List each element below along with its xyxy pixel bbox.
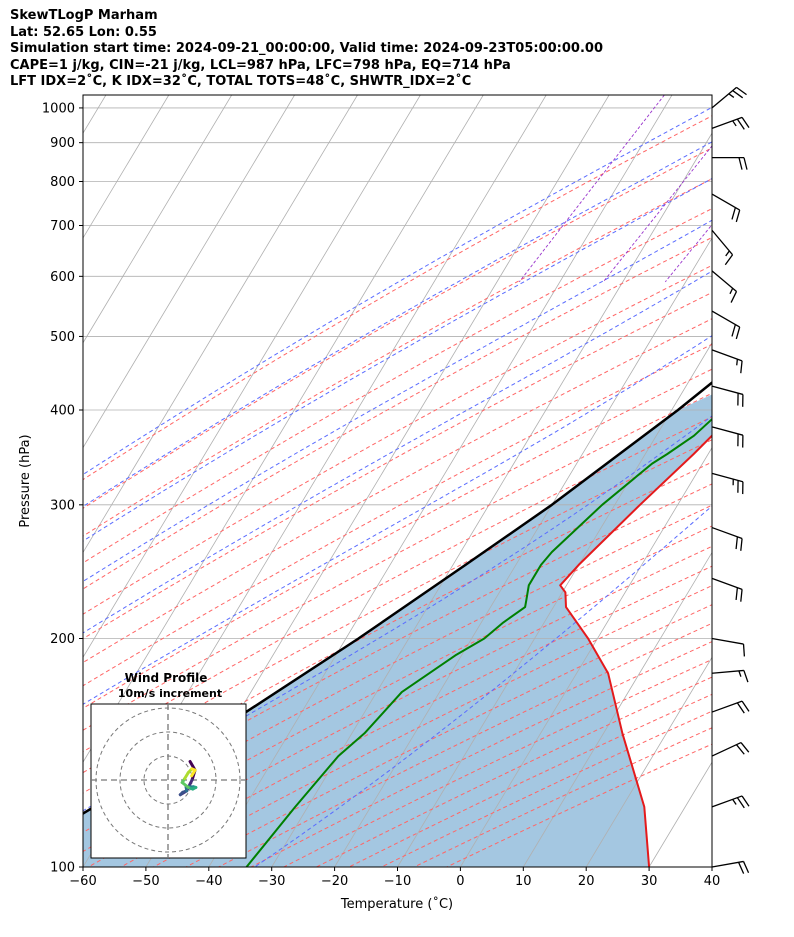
moist-adiabat xyxy=(83,177,712,542)
isotherm-line xyxy=(83,95,421,659)
isotherm-line xyxy=(83,95,295,449)
wind-barb xyxy=(711,193,741,223)
wind-barb xyxy=(711,426,744,448)
wind-barb xyxy=(711,349,743,374)
isotherm-line xyxy=(522,551,712,867)
dry-adiabat xyxy=(83,208,712,564)
dewpoint-line xyxy=(245,417,712,867)
y-tick-label: 400 xyxy=(50,403,75,418)
wind-barb xyxy=(711,310,741,340)
mixing-ratio-line xyxy=(664,223,712,283)
isotherm-line xyxy=(83,95,233,344)
indices-line: LFT IDX=2˚C, K IDX=32˚C, TOTAL TOTS=48˚C… xyxy=(10,74,472,89)
chart-header: SkewTLogP Marham Lat: 52.65 Lon: 0.55 Si… xyxy=(10,8,603,91)
moist-adiabat xyxy=(254,505,712,867)
moist-adiabat xyxy=(83,415,712,812)
wind-barb xyxy=(712,156,748,170)
adiabats xyxy=(83,106,712,867)
temperature-line xyxy=(559,434,712,867)
isotherm-line xyxy=(334,237,712,867)
isotherm-line xyxy=(397,342,712,867)
mixing-ratio-line xyxy=(518,95,665,283)
y-tick-label: 700 xyxy=(50,219,75,234)
wind-barbs xyxy=(711,86,750,874)
moist-adiabat xyxy=(83,335,712,705)
chart-title: SkewTLogP Marham xyxy=(10,8,158,23)
y-tick-label: 600 xyxy=(50,270,75,285)
x-tick-label: −40 xyxy=(195,874,222,889)
y-tick-label: 800 xyxy=(50,175,75,190)
x-tick-label: −60 xyxy=(69,874,96,889)
x-axis-label: Temperature (˚C) xyxy=(340,896,453,912)
moist-adiabat xyxy=(83,270,712,634)
dry-adiabat xyxy=(83,291,712,640)
x-tick-label: 10 xyxy=(515,874,532,889)
x-tick-label: 0 xyxy=(456,874,464,889)
dry-adiabat xyxy=(83,147,712,509)
wind-barb xyxy=(711,741,750,757)
wind-barb xyxy=(711,526,743,551)
time-line: Simulation start time: 2024-09-21_00:00:… xyxy=(10,41,603,56)
dry-adiabat xyxy=(83,525,712,853)
hodograph-inset: Wind Profile 10m/s increment xyxy=(90,671,247,859)
wind-barb xyxy=(711,229,734,266)
wind-barb xyxy=(711,860,750,874)
isotherm-line xyxy=(83,95,358,554)
hodograph-subtitle: 10m/s increment xyxy=(118,687,222,700)
y-tick-label: 100 xyxy=(50,861,75,876)
wind-barb xyxy=(711,86,747,109)
wind-barb xyxy=(711,116,750,130)
dry-adiabat xyxy=(88,545,712,867)
location-line: Lat: 52.65 Lon: 0.55 xyxy=(10,24,157,40)
hodograph-title: Wind Profile xyxy=(125,671,208,685)
x-tick-label: 40 xyxy=(704,874,721,889)
x-tick-label: −20 xyxy=(321,874,348,889)
wind-barb xyxy=(711,669,749,683)
moist-adiabat xyxy=(83,106,712,476)
parcel-line xyxy=(83,380,712,815)
wind-barb xyxy=(711,700,750,714)
isotherm-line xyxy=(711,866,712,867)
profiles xyxy=(83,380,712,867)
mixing-ratio-line xyxy=(602,145,712,283)
x-tick-label: 20 xyxy=(578,874,595,889)
wind-barb xyxy=(711,270,738,303)
x-tick-label: −10 xyxy=(384,874,411,889)
x-axis: −60 −50 −40 −30 −20 −10 0 10 20 30 40 xyxy=(69,867,720,889)
x-tick-label: −30 xyxy=(258,874,285,889)
wind-barb xyxy=(711,795,750,809)
hodograph-segment xyxy=(190,768,197,778)
dry-adiabat xyxy=(83,236,712,590)
dry-adiabat xyxy=(83,264,712,615)
wind-barb xyxy=(711,472,744,495)
x-tick-label: −50 xyxy=(132,874,159,889)
dry-adiabat xyxy=(83,461,712,794)
moist-adiabat xyxy=(83,141,712,508)
y-tick-label: 500 xyxy=(50,330,75,345)
isotherm-line xyxy=(460,446,712,867)
cape-line: CAPE=1 j/kg, CIN=-21 j/kg, LCL=987 hPa, … xyxy=(10,57,511,73)
dry-adiabat xyxy=(83,368,712,709)
mixing-ratio-lines xyxy=(518,95,712,283)
y-axis-label: Pressure (hPa) xyxy=(18,434,33,527)
wind-barb xyxy=(711,577,743,602)
x-tick-label: 30 xyxy=(641,874,658,889)
y-tick-label: 1000 xyxy=(42,101,75,116)
isotherm-line xyxy=(83,95,170,239)
y-axis: 1000 900 800 700 600 500 400 300 200 100 xyxy=(42,101,83,876)
wind-barb xyxy=(711,637,746,657)
y-tick-label: 900 xyxy=(50,136,75,151)
isotherm-line xyxy=(585,656,712,867)
dry-adiabat xyxy=(83,343,712,687)
isotherm-line xyxy=(271,132,712,867)
isotherm-line xyxy=(208,95,673,867)
y-tick-label: 300 xyxy=(50,498,75,513)
dry-adiabat xyxy=(83,115,712,481)
wind-barb xyxy=(711,385,744,407)
y-tick-label: 200 xyxy=(50,632,75,647)
